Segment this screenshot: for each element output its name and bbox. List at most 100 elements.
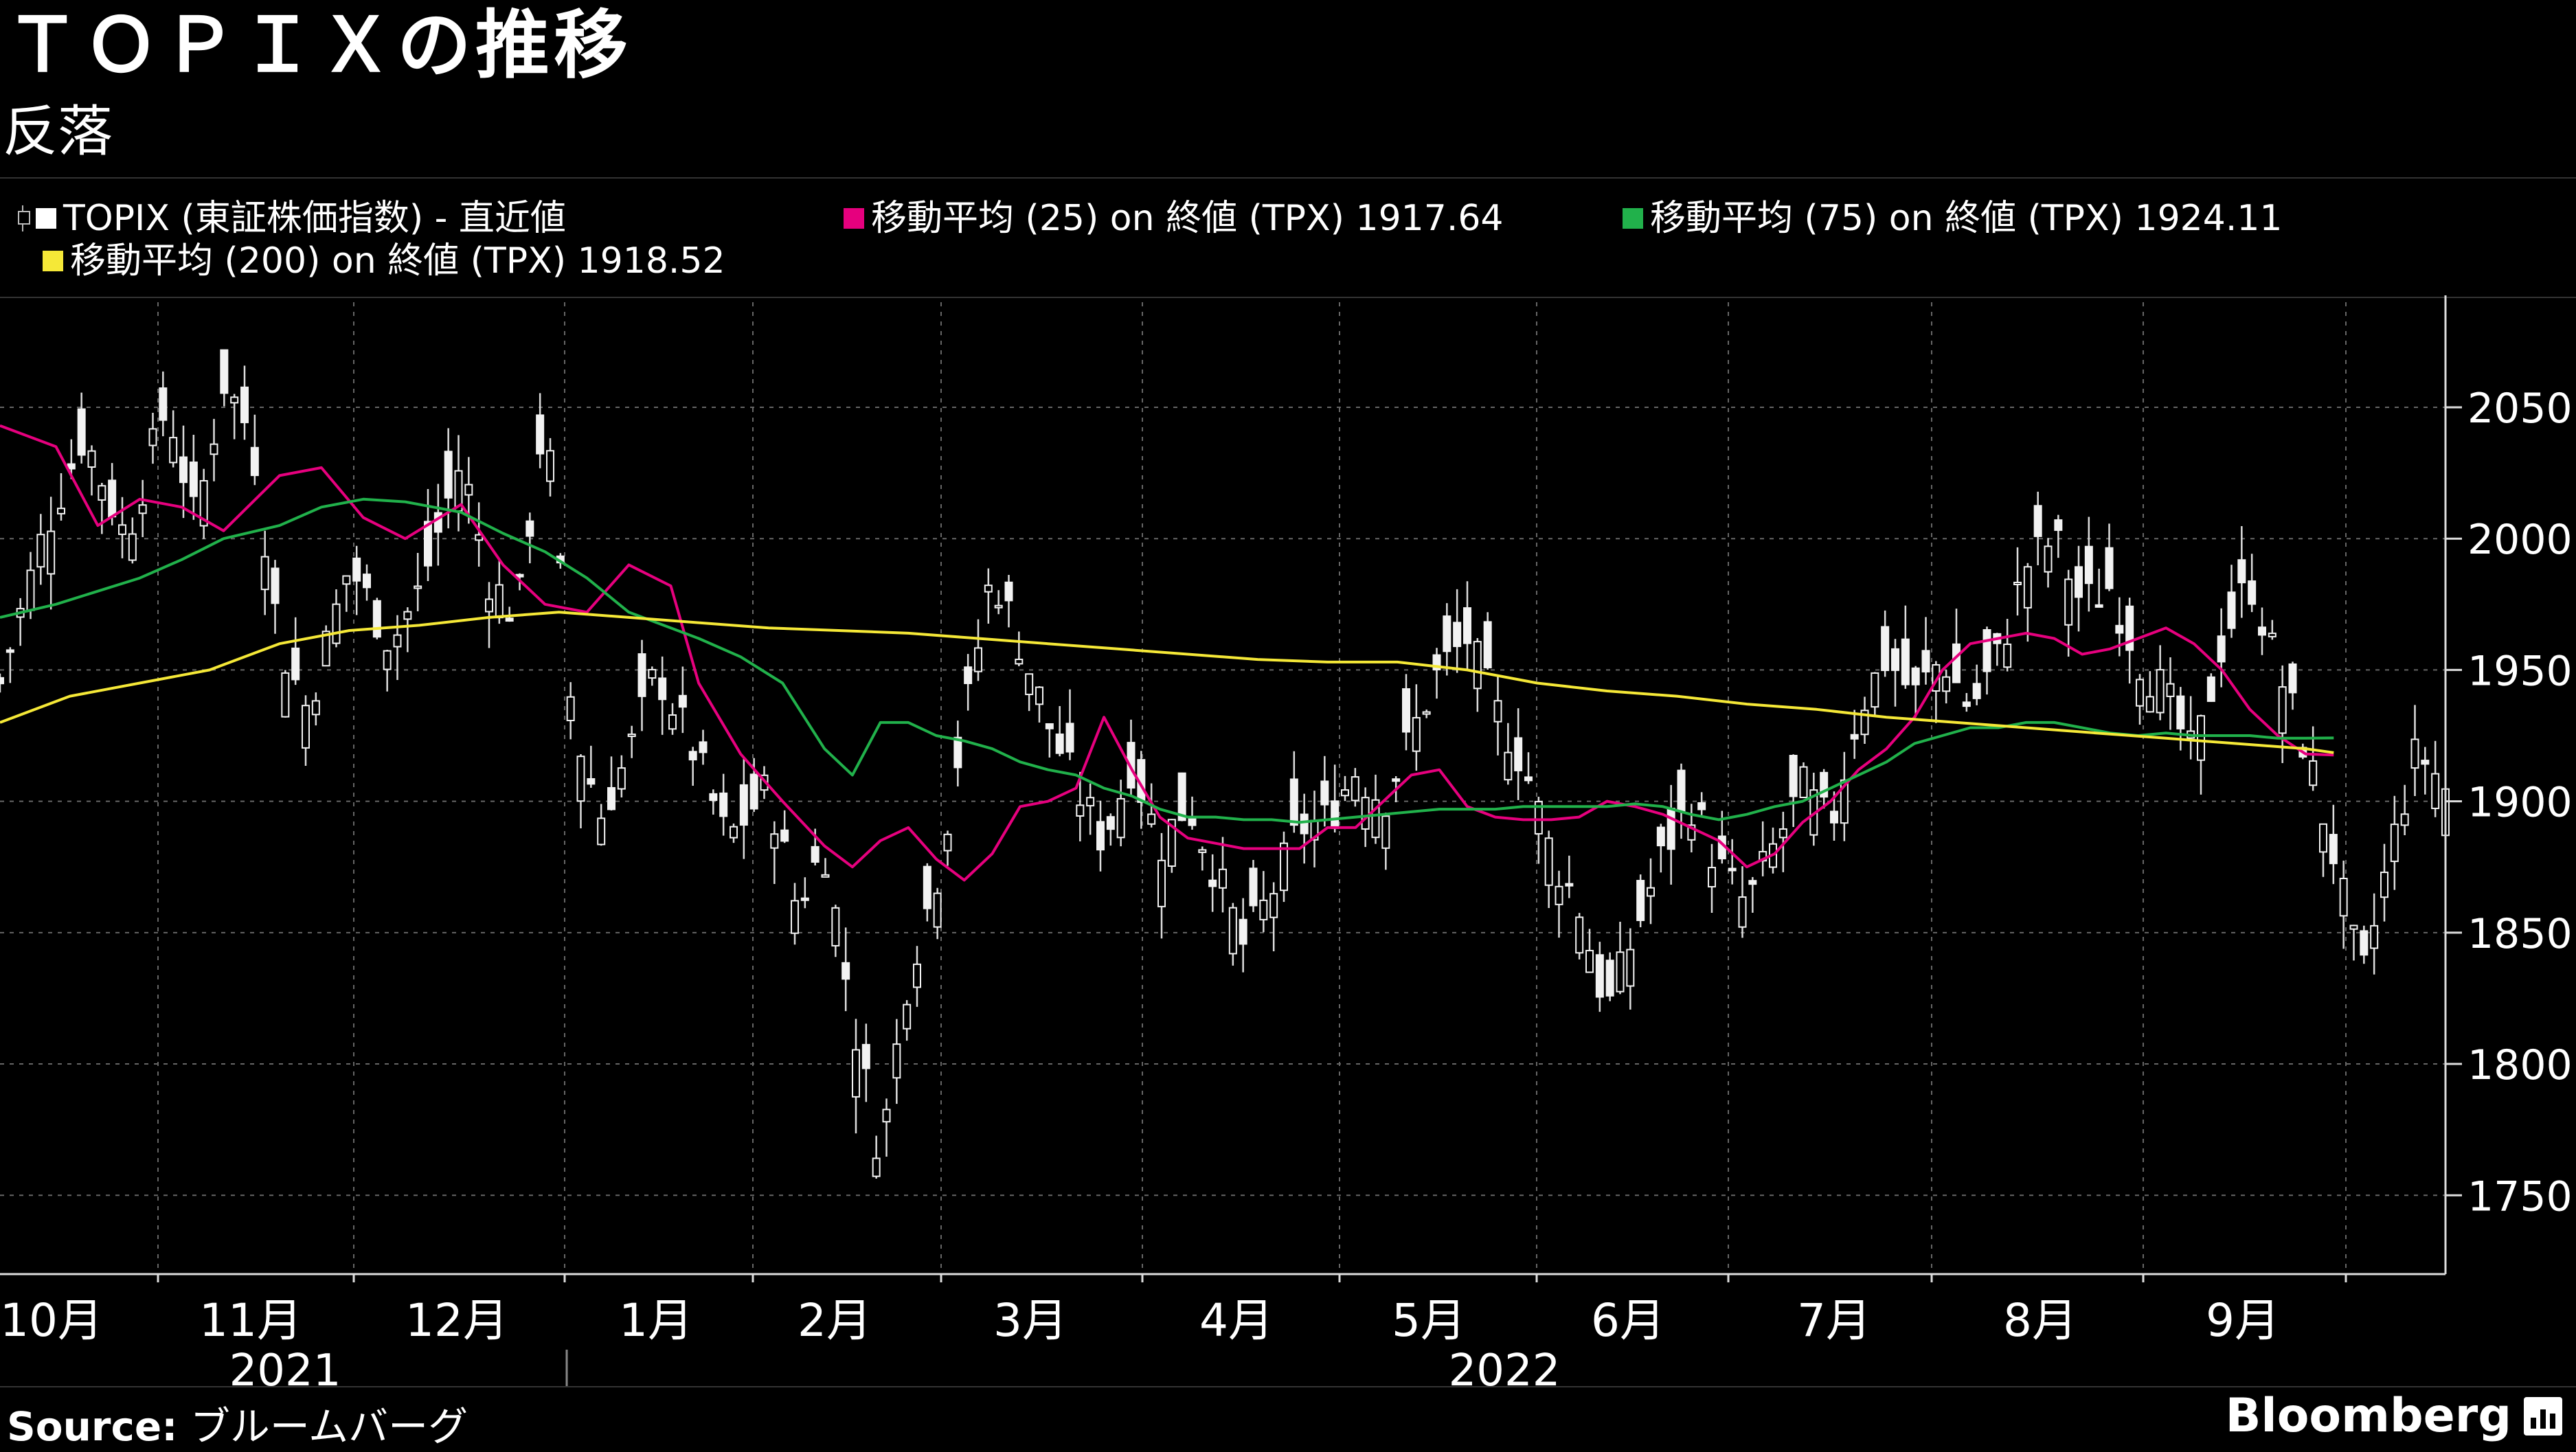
source-text: ブルームバーグ <box>190 1403 468 1450</box>
candlestick <box>485 582 493 648</box>
candle-body <box>1035 686 1043 705</box>
candle-body <box>953 736 962 769</box>
candle-body <box>159 387 168 421</box>
candle-body <box>678 694 687 708</box>
candle-body <box>1860 710 1869 736</box>
candle-body <box>1778 828 1787 839</box>
candle-body <box>495 584 504 619</box>
candlestick <box>77 392 86 464</box>
candlestick <box>1840 751 1849 841</box>
candle-body <box>2380 872 2388 898</box>
candle-body <box>668 714 677 730</box>
candle-body <box>210 443 218 455</box>
candlestick <box>1789 754 1798 828</box>
candle-body <box>1453 622 1462 648</box>
candlestick <box>2410 705 2419 796</box>
candlestick-icon <box>15 205 30 231</box>
candle-body <box>1280 842 1288 892</box>
candlestick <box>1585 929 1594 973</box>
candlestick <box>1769 827 1777 874</box>
candle-body <box>1565 883 1574 887</box>
candle-body <box>719 792 728 817</box>
candlestick <box>1616 922 1625 995</box>
candlestick <box>1728 839 1737 885</box>
candle-body <box>1116 797 1125 839</box>
candlestick <box>617 755 626 797</box>
candlestick <box>199 468 208 539</box>
candlestick <box>1402 674 1410 751</box>
candle-body <box>363 574 371 589</box>
candlestick <box>1177 772 1186 821</box>
candlestick <box>1799 762 1808 798</box>
candle-body <box>2044 545 2053 573</box>
candlestick <box>302 695 310 767</box>
candlestick <box>892 1019 901 1104</box>
candlestick <box>2217 608 2226 688</box>
candle-body <box>1514 737 1523 771</box>
candlestick <box>159 371 168 437</box>
candle-body <box>2145 696 2154 713</box>
candle-body <box>2288 663 2297 694</box>
candle-body <box>1341 789 1349 797</box>
candlestick <box>730 823 738 843</box>
candlestick <box>576 753 585 828</box>
candlestick <box>2136 674 2144 725</box>
candlestick <box>210 418 218 481</box>
candlestick <box>852 1019 860 1134</box>
x-tick-label: 11月 <box>199 1294 302 1347</box>
candle-body <box>1504 751 1513 781</box>
candle-body <box>1820 771 1829 798</box>
candlestick <box>1575 913 1584 960</box>
candle-body <box>0 677 4 685</box>
candlestick <box>2054 514 2063 558</box>
candlestick <box>739 757 748 859</box>
candlestick <box>1289 751 1298 833</box>
candlestick <box>1412 684 1421 771</box>
candle-body <box>2309 760 2318 786</box>
candlestick <box>1096 800 1105 872</box>
candle-body <box>2105 547 2114 589</box>
candle-body <box>57 508 65 514</box>
candlestick <box>1086 783 1095 835</box>
candlestick <box>1320 756 1329 827</box>
candlestick <box>678 666 687 734</box>
candlestick <box>433 484 442 566</box>
moving-average-line-2 <box>0 611 2334 754</box>
candlestick <box>923 863 931 922</box>
legend-item-ma25: 移動平均 (25) on 終値 (TPX) 1917.64 <box>844 201 1504 236</box>
candle-body <box>1473 641 1482 690</box>
candlestick <box>882 1098 891 1157</box>
candlestick <box>1871 672 1879 715</box>
candle-body <box>2248 580 2257 605</box>
candle-body <box>1595 954 1604 998</box>
candlestick <box>16 598 25 646</box>
candle-body <box>627 734 636 738</box>
candle-body <box>2319 823 2327 853</box>
candle-body <box>974 647 982 672</box>
candle-body <box>688 751 697 761</box>
candlestick <box>128 517 137 564</box>
candle-body <box>403 611 412 620</box>
candle-body <box>2176 695 2185 729</box>
candle-body <box>1463 607 1471 644</box>
y-tick-label: 2050 <box>2467 385 2573 433</box>
y-tick-label: 1850 <box>2467 910 2573 958</box>
candle-body <box>984 585 993 593</box>
candle-body <box>1840 779 1849 824</box>
candlestick <box>179 425 188 519</box>
candlestick <box>1911 666 1920 718</box>
candle-body <box>1636 880 1645 921</box>
candlestick <box>1820 769 1829 809</box>
candle-body <box>1493 700 1502 723</box>
topix-chart: 1750 1800 1850 1900 1950 2000 2050 10月 11月 12月 1月 2… <box>0 295 2573 1387</box>
candlestick <box>668 703 677 735</box>
candlestick <box>699 729 708 765</box>
candle-body <box>637 653 646 697</box>
candle-body <box>2400 813 2409 826</box>
candle-body <box>199 479 208 527</box>
moving-average-lines <box>0 424 2334 882</box>
candle-body <box>2023 566 2032 609</box>
candle-body <box>2166 683 2175 697</box>
candlestick <box>57 473 65 521</box>
candlestick <box>2370 893 2379 975</box>
